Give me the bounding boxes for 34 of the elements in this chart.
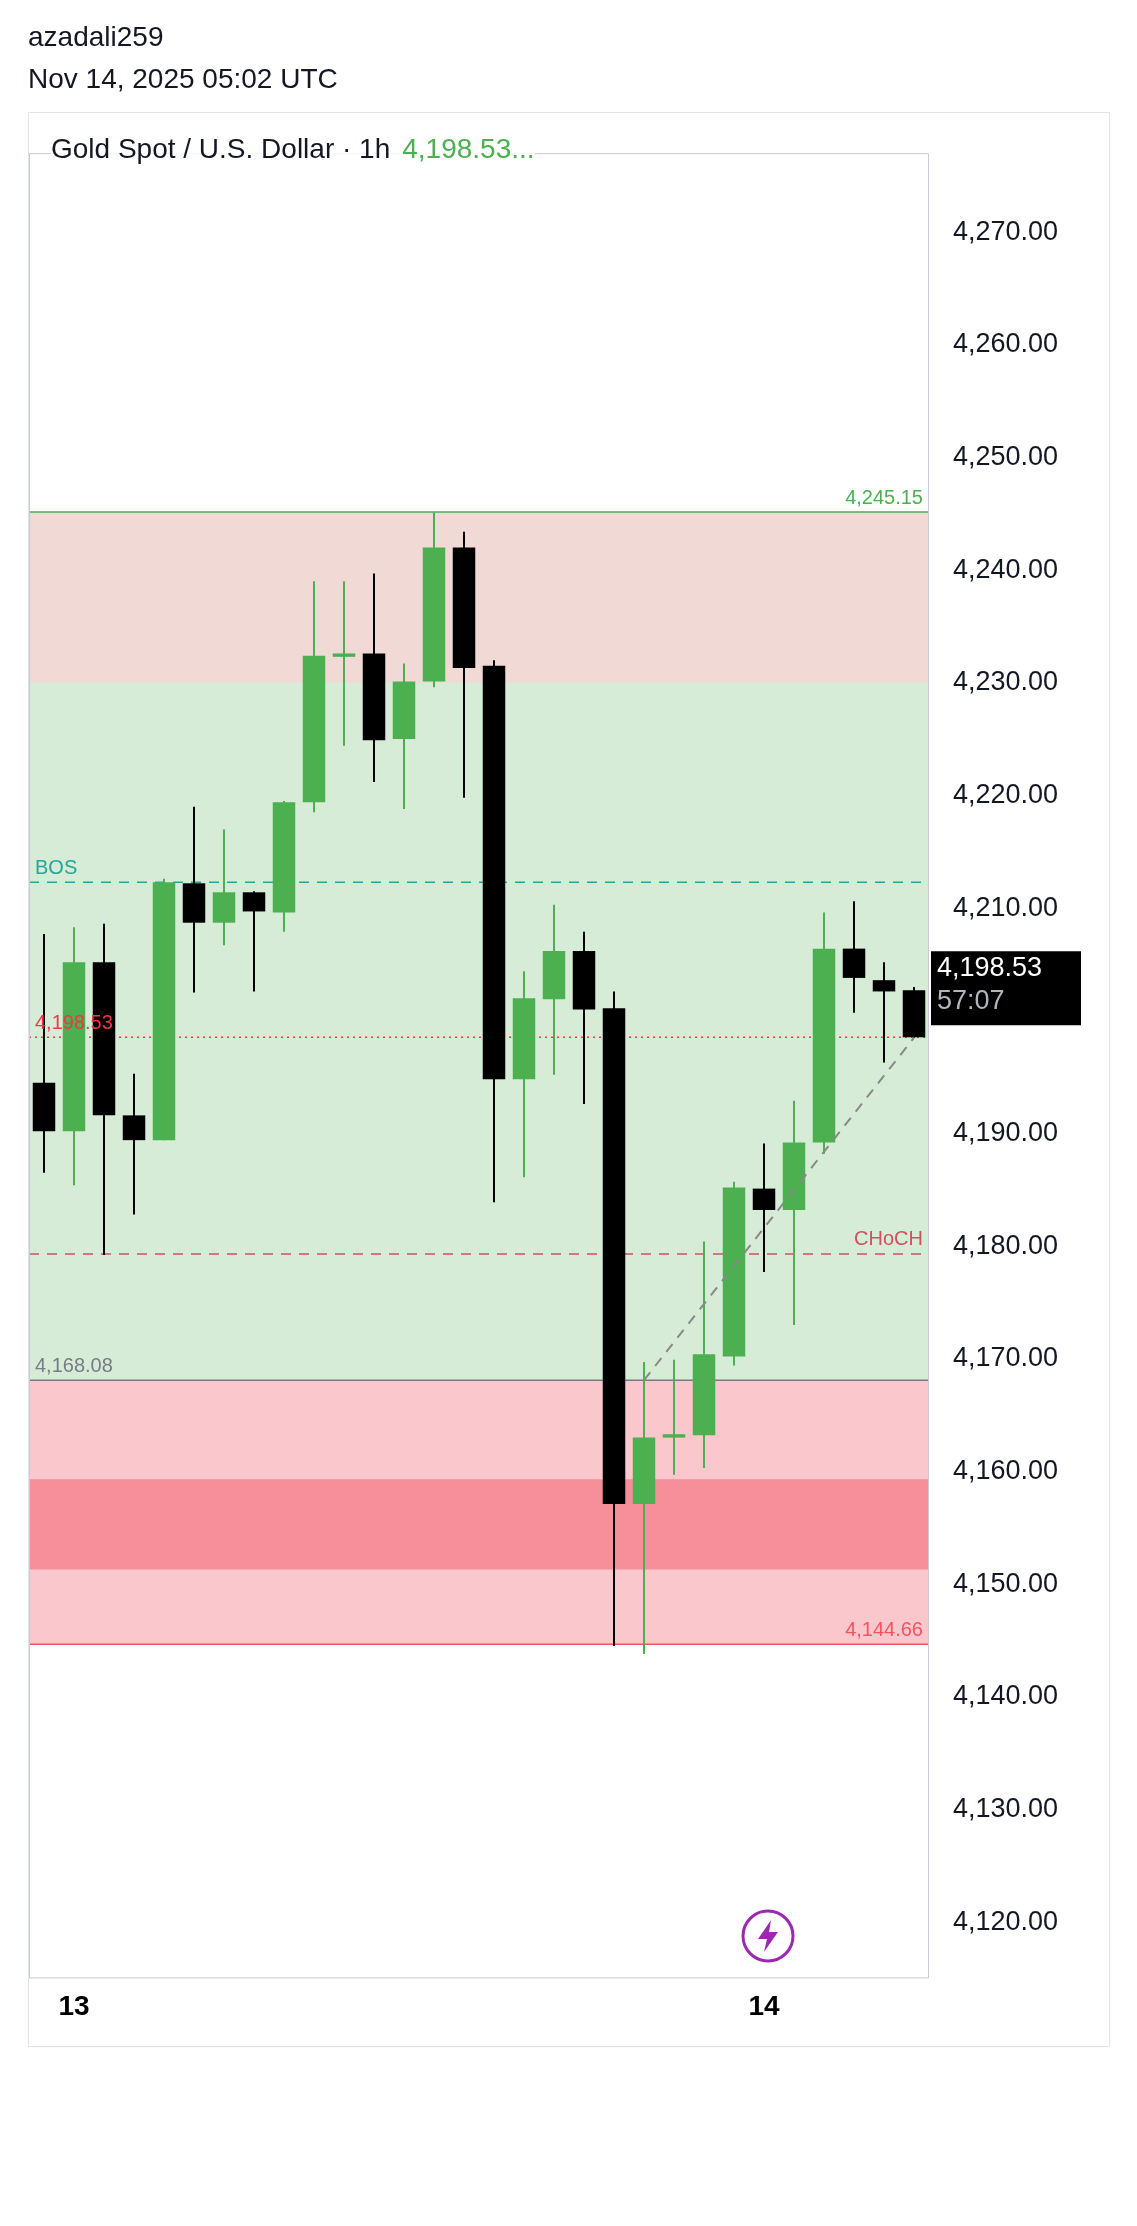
candlestick [872,961,896,1064]
y-tick-label: 4,240.00 [953,553,1059,584]
y-tick-label: 4,150.00 [953,1567,1059,1598]
ref-line-label: 4,198.53 [35,1010,113,1033]
text: Nov 14, 2025 05:02 UTC [28,62,339,96]
x-tick-label: 14 [748,1989,780,2021]
candlestick [332,580,356,747]
y-tick-label: 4,190.00 [953,1116,1059,1147]
y-tick-label: 4,180.00 [953,1229,1059,1260]
y-tick-label: 4,170.00 [953,1342,1059,1373]
chart-title: Gold Spot / U.S. Dollar · 1h [51,133,391,164]
x-tick-label: 13 [58,1989,90,2021]
chart-subtitle: 4,198.53... [402,133,535,164]
ref-line-label: 4,144.66 [845,1617,923,1640]
text: 57:07 [937,985,1005,1016]
y-tick-label: 4,260.00 [953,328,1059,359]
y-tick-label: 4,160.00 [953,1454,1059,1485]
y-tick-label: 4,130.00 [953,1792,1059,1823]
y-tick-label: 4,230.00 [953,666,1059,697]
y-tick-label: 4,250.00 [953,440,1059,471]
y-tick-label: 4,220.00 [953,778,1059,809]
y-tick-label: 4,120.00 [953,1905,1059,1936]
candlestick [752,1142,776,1273]
ref-line-label: 4,168.08 [35,1353,113,1376]
text: 4,198.53 [937,952,1043,983]
ref-line-label: 4,245.15 [845,485,923,508]
y-tick-label: 4,210.00 [953,891,1059,922]
y-tick-label: 4,140.00 [953,1680,1059,1711]
ref-line-label: BOS [35,855,78,878]
text: azadali259 [28,20,165,54]
ref-line-label: CHoCH [854,1227,923,1250]
candlestick [242,890,266,993]
y-tick-label: 4,270.00 [953,215,1059,246]
candlestick [662,1358,686,1476]
